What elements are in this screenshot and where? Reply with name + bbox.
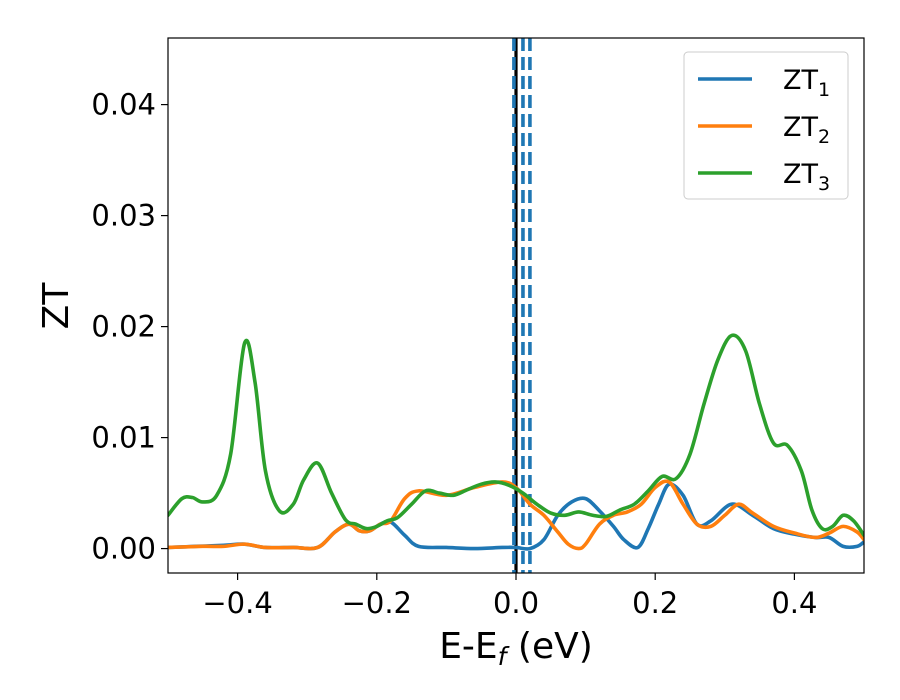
x-axis-label-main: E-E <box>439 626 497 667</box>
x-tick-label: 0.4 <box>771 586 817 620</box>
y-tick-label: 0.00 <box>91 532 156 566</box>
x-tick-label: −0.4 <box>202 586 272 620</box>
legend-label: ZT2 <box>783 112 830 148</box>
x-axis-ticks: −0.4 −0.2 0.0 0.2 0.4 <box>202 573 817 620</box>
x-axis-label: E-Ef (eV) <box>439 626 593 671</box>
legend-box <box>683 51 849 200</box>
y-tick-label: 0.02 <box>91 310 156 344</box>
series-line-zt2 <box>168 479 864 551</box>
y-tick-label: 0.04 <box>91 88 156 122</box>
y-axis-label: ZT <box>36 282 77 330</box>
legend: ZT1 ZT2 ZT3 <box>683 51 849 200</box>
legend-label: ZT3 <box>783 159 830 195</box>
series-layer <box>168 333 864 551</box>
x-tick-label: 0.0 <box>493 586 539 620</box>
x-tick-label: 0.2 <box>632 586 678 620</box>
x-axis-label-unit: (eV) <box>506 626 592 667</box>
y-tick-label: 0.01 <box>91 421 156 455</box>
y-axis-ticks: 0.00 0.01 0.02 0.03 0.04 <box>91 88 168 566</box>
legend-label: ZT1 <box>783 65 830 101</box>
x-tick-label: −0.2 <box>342 586 412 620</box>
y-tick-label: 0.03 <box>91 199 156 233</box>
series-line-zt3 <box>168 333 864 538</box>
